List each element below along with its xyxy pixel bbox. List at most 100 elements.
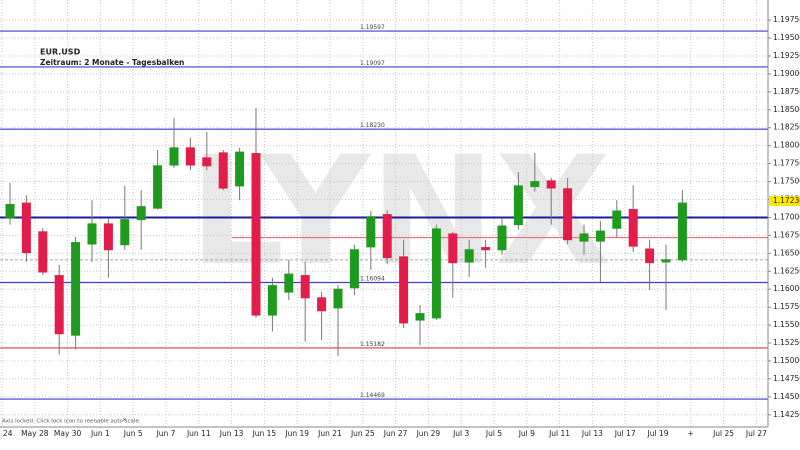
x-tick-label: Jun 27: [383, 429, 408, 438]
x-tick-label: Jun 5: [123, 429, 143, 438]
y-tick-label: 1.14250: [773, 410, 800, 419]
candle-body: [71, 242, 81, 336]
last-price-box: [769, 195, 800, 206]
y-tick-label: 1.18500: [773, 105, 800, 114]
candle-body: [497, 225, 507, 251]
candle-body: [153, 165, 163, 209]
y-tick-label: 1.18750: [773, 87, 800, 96]
candle-body: [366, 216, 376, 248]
x-tick-label: May 28: [21, 429, 49, 438]
x-tick-label: Jun 15: [252, 429, 277, 438]
candle-body: [579, 233, 589, 242]
y-tick-label: 1.16250: [773, 266, 800, 275]
candle-body: [235, 151, 245, 187]
candle-body: [448, 233, 458, 264]
x-tick-label: Jun 29: [416, 429, 441, 438]
candle-body: [120, 219, 130, 246]
y-tick-label: 1.18000: [773, 141, 800, 150]
status-close[interactable]: ×: [122, 417, 127, 424]
y-tick-label: 1.16750: [773, 230, 800, 239]
candle-body: [267, 285, 277, 316]
y-tick-label: 1.19000: [773, 69, 800, 78]
candle-body: [218, 152, 228, 189]
candle-body: [513, 185, 523, 226]
candle-body: [612, 210, 622, 229]
x-tick-label: Jul 3: [452, 429, 469, 438]
candle-body: [333, 288, 343, 309]
x-tick-label: Jul 27: [745, 429, 767, 438]
x-tick-label: Jun 11: [186, 429, 211, 438]
candle-body: [546, 180, 556, 189]
level-label: 1.19597: [360, 24, 385, 31]
candle-body: [54, 275, 64, 335]
x-tick-label: Jul 11: [548, 429, 570, 438]
candle-body: [284, 273, 294, 293]
candle-body: [136, 206, 146, 221]
x-tick-label: Jun 1: [90, 429, 110, 438]
y-tick-label: 1.17750: [773, 159, 800, 168]
candle-body: [251, 153, 261, 316]
candle-body: [382, 214, 392, 259]
y-tick-label: 1.15500: [773, 320, 800, 329]
level-label: 1.14469: [360, 392, 385, 399]
y-tick-label: 1.15000: [773, 356, 800, 365]
candle-body: [464, 249, 474, 263]
x-tick-label: May 30: [54, 429, 82, 438]
candle-body: [628, 209, 638, 247]
x-tick-label: ay 24: [0, 429, 13, 438]
candle-body: [399, 256, 409, 324]
y-tick-label: 1.19500: [773, 33, 800, 42]
x-tick-label: Jun 13: [219, 429, 244, 438]
x-tick-label: Jul 9: [518, 429, 535, 438]
x-tick-label: Jul 5: [485, 429, 502, 438]
chart-subtitle: Zeitraum: 2 Monate - Tagesbalken: [40, 58, 184, 67]
candle-body: [595, 230, 605, 242]
level-label: 1.15182: [360, 341, 385, 348]
candle-body: [661, 259, 671, 263]
candle-body: [317, 297, 327, 312]
candle-body: [563, 188, 573, 241]
y-tick-label: 1.16500: [773, 248, 800, 257]
level-label: 1.18230: [360, 122, 385, 129]
x-tick-label: +: [688, 429, 694, 438]
y-tick-label: 1.15250: [773, 338, 800, 347]
candle-body: [87, 223, 97, 245]
y-tick-label: 1.19750: [773, 15, 800, 24]
candle-body: [103, 223, 113, 251]
candle-body: [645, 248, 655, 264]
candle-body: [677, 202, 687, 261]
x-tick-label: Jun 25: [350, 429, 375, 438]
status-text: Axis locked. Click lock icon to reenable…: [2, 419, 141, 425]
x-tick-label: Jun 7: [156, 429, 176, 438]
candle-body: [415, 313, 425, 321]
candle-body: [169, 147, 179, 166]
y-tick-label: 1.14750: [773, 374, 800, 383]
chart-title: EUR.USD: [40, 48, 81, 57]
x-tick-label: Jul 17: [614, 429, 636, 438]
candle-body: [202, 157, 212, 167]
y-tick-label: 1.17500: [773, 177, 800, 186]
level-label: 1.19097: [360, 60, 385, 67]
x-tick-label: Jul 13: [581, 429, 603, 438]
candle-body: [349, 249, 359, 289]
candle-body: [530, 181, 540, 188]
y-tick-label: 1.19250: [773, 51, 800, 60]
y-tick-label: 1.17000: [773, 212, 800, 221]
x-tick-label: Jul 25: [712, 429, 734, 438]
y-tick-label: 1.15750: [773, 302, 800, 311]
x-tick-label: Jun 21: [317, 429, 342, 438]
x-tick-label: Jul 19: [647, 429, 669, 438]
y-tick-label: 1.18250: [773, 123, 800, 132]
y-tick-label: 1.16000: [773, 284, 800, 293]
y-tick-label: 1.14500: [773, 392, 800, 401]
candle-body: [481, 247, 491, 251]
candle-body: [21, 202, 31, 254]
x-tick-label: Jun 19: [284, 429, 309, 438]
candle-body: [300, 275, 310, 299]
candle-body: [431, 228, 441, 319]
last-price-label: 1.17230: [773, 196, 800, 205]
candle-body: [38, 231, 48, 273]
candle-body: [5, 204, 15, 219]
level-label: 1.16094: [360, 275, 385, 282]
